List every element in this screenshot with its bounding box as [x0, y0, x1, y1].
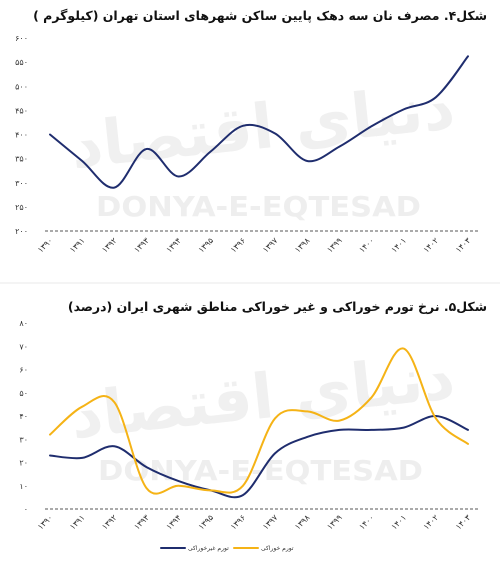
y-tick-label: ۴۰: [19, 412, 28, 421]
x-tick-label: ۱۳۹۶: [229, 236, 248, 255]
y-tick-label: ۵۵۰: [15, 58, 28, 67]
y-tick-label: ۴۰۰: [15, 131, 28, 140]
chart-2-legend: تورم غیرخوراکی تورم خوراکی: [160, 545, 294, 552]
x-tick-label: ۱۳۹۹: [325, 513, 344, 532]
x-tick-label: ۱۴۰۳: [454, 236, 473, 255]
x-tick-label: ۱۳۹۰: [36, 513, 55, 532]
x-tick-label: ۱۳۹۱: [68, 513, 87, 532]
x-tick-label: ۱۴۰۱: [390, 513, 409, 532]
x-tick-label: ۱۳۹۵: [197, 513, 216, 532]
series-line-1: [49, 414, 469, 499]
x-tick-label: ۱۳۹۶: [229, 513, 248, 532]
watermark-persian: دنیای اقتصاد: [67, 340, 458, 453]
chart-bread-consumption: دنیای اقتصاد DONYA-E-EQTESAD ۲۰۰ ۲۵۰ ۳۰۰ ۳۵…: [15, 34, 479, 255]
y-tick-label: ۲۰۰: [15, 227, 28, 236]
x-tick-label: ۱۳۹۴: [164, 236, 183, 255]
y-tick-label: ۳۵۰: [15, 155, 28, 164]
x-tick-label: ۱۳۹۱: [68, 236, 87, 255]
y-tick-label: ۳۰۰: [15, 179, 28, 188]
series-line-1: [49, 55, 469, 189]
x-tick-label: ۱۳۹۳: [132, 513, 151, 532]
x-tick-label: ۱۳۹۰: [36, 236, 55, 255]
x-tick-label: ۱۳۹۲: [100, 236, 119, 255]
y-tick-label: ۷۰: [19, 342, 28, 351]
y-tick-label: ۲۵۰: [15, 203, 28, 212]
x-tick-label: ۱۳۹۲: [100, 513, 119, 532]
x-tick-label: ۱۴۰۲: [422, 513, 441, 532]
chart-2-title: شکل۵. نرخ تورم خوراکی و غیر خوراکی مناطق…: [67, 299, 487, 314]
x-tick-label: ۱۳۹۴: [164, 513, 183, 532]
series-line-2: [49, 347, 469, 495]
watermark-latin: DONYA-E-EQTESAD: [98, 454, 423, 487]
y-tick-label: ۲۰: [19, 459, 28, 468]
x-tick-label: ۱۳۹۷: [261, 513, 280, 532]
y-tick-label: ۰: [24, 505, 28, 514]
x-tick-label: ۱۴۰۳: [454, 513, 473, 532]
y-tick-label: ۴۵۰: [15, 106, 28, 115]
y-tick-label: ۳۰: [19, 435, 28, 444]
watermark-latin: DONYA-E-EQTESAD: [96, 190, 421, 223]
y-tick-label: ۶۰: [19, 366, 28, 375]
x-tick-label: ۱۴۰۱: [390, 236, 409, 255]
x-tick-label: ۱۳۹۸: [293, 236, 312, 255]
x-tick-label: ۱۳۹۵: [197, 236, 216, 255]
y-tick-label: ۶۰۰: [15, 34, 28, 43]
x-tick-label: ۱۳۹۸: [293, 513, 312, 532]
chart-1-title: شکل۴. مصرف نان سه دهک پایین ساکن شهرهای …: [33, 8, 487, 23]
y-tick-label: ۵۰۰: [15, 82, 28, 91]
x-tick-label: ۱۴۰۰: [357, 236, 376, 255]
y-tick-label: ۵۰: [19, 389, 28, 398]
legend-label-non-food: تورم غیرخوراکی: [188, 545, 229, 552]
x-tick-label: ۱۳۹۷: [261, 236, 280, 255]
x-tick-label: ۱۳۹۳: [132, 236, 151, 255]
x-tick-label: ۱۳۹۹: [325, 236, 344, 255]
y-tick-label: ۸۰: [19, 319, 28, 328]
x-tick-label: ۱۴۰۲: [422, 236, 441, 255]
x-tick-label: ۱۴۰۰: [357, 513, 376, 532]
y-tick-label: ۱۰: [19, 482, 28, 491]
legend-label-food: تورم خوراکی: [261, 545, 294, 552]
watermark-persian: دنیای اقتصاد: [67, 70, 458, 183]
chart-inflation: دنیای اقتصاد DONYA-E-EQTESAD ۰ ۱۰ ۲۰ ۳۰ ۴۰ ۵۰…: [19, 319, 479, 532]
